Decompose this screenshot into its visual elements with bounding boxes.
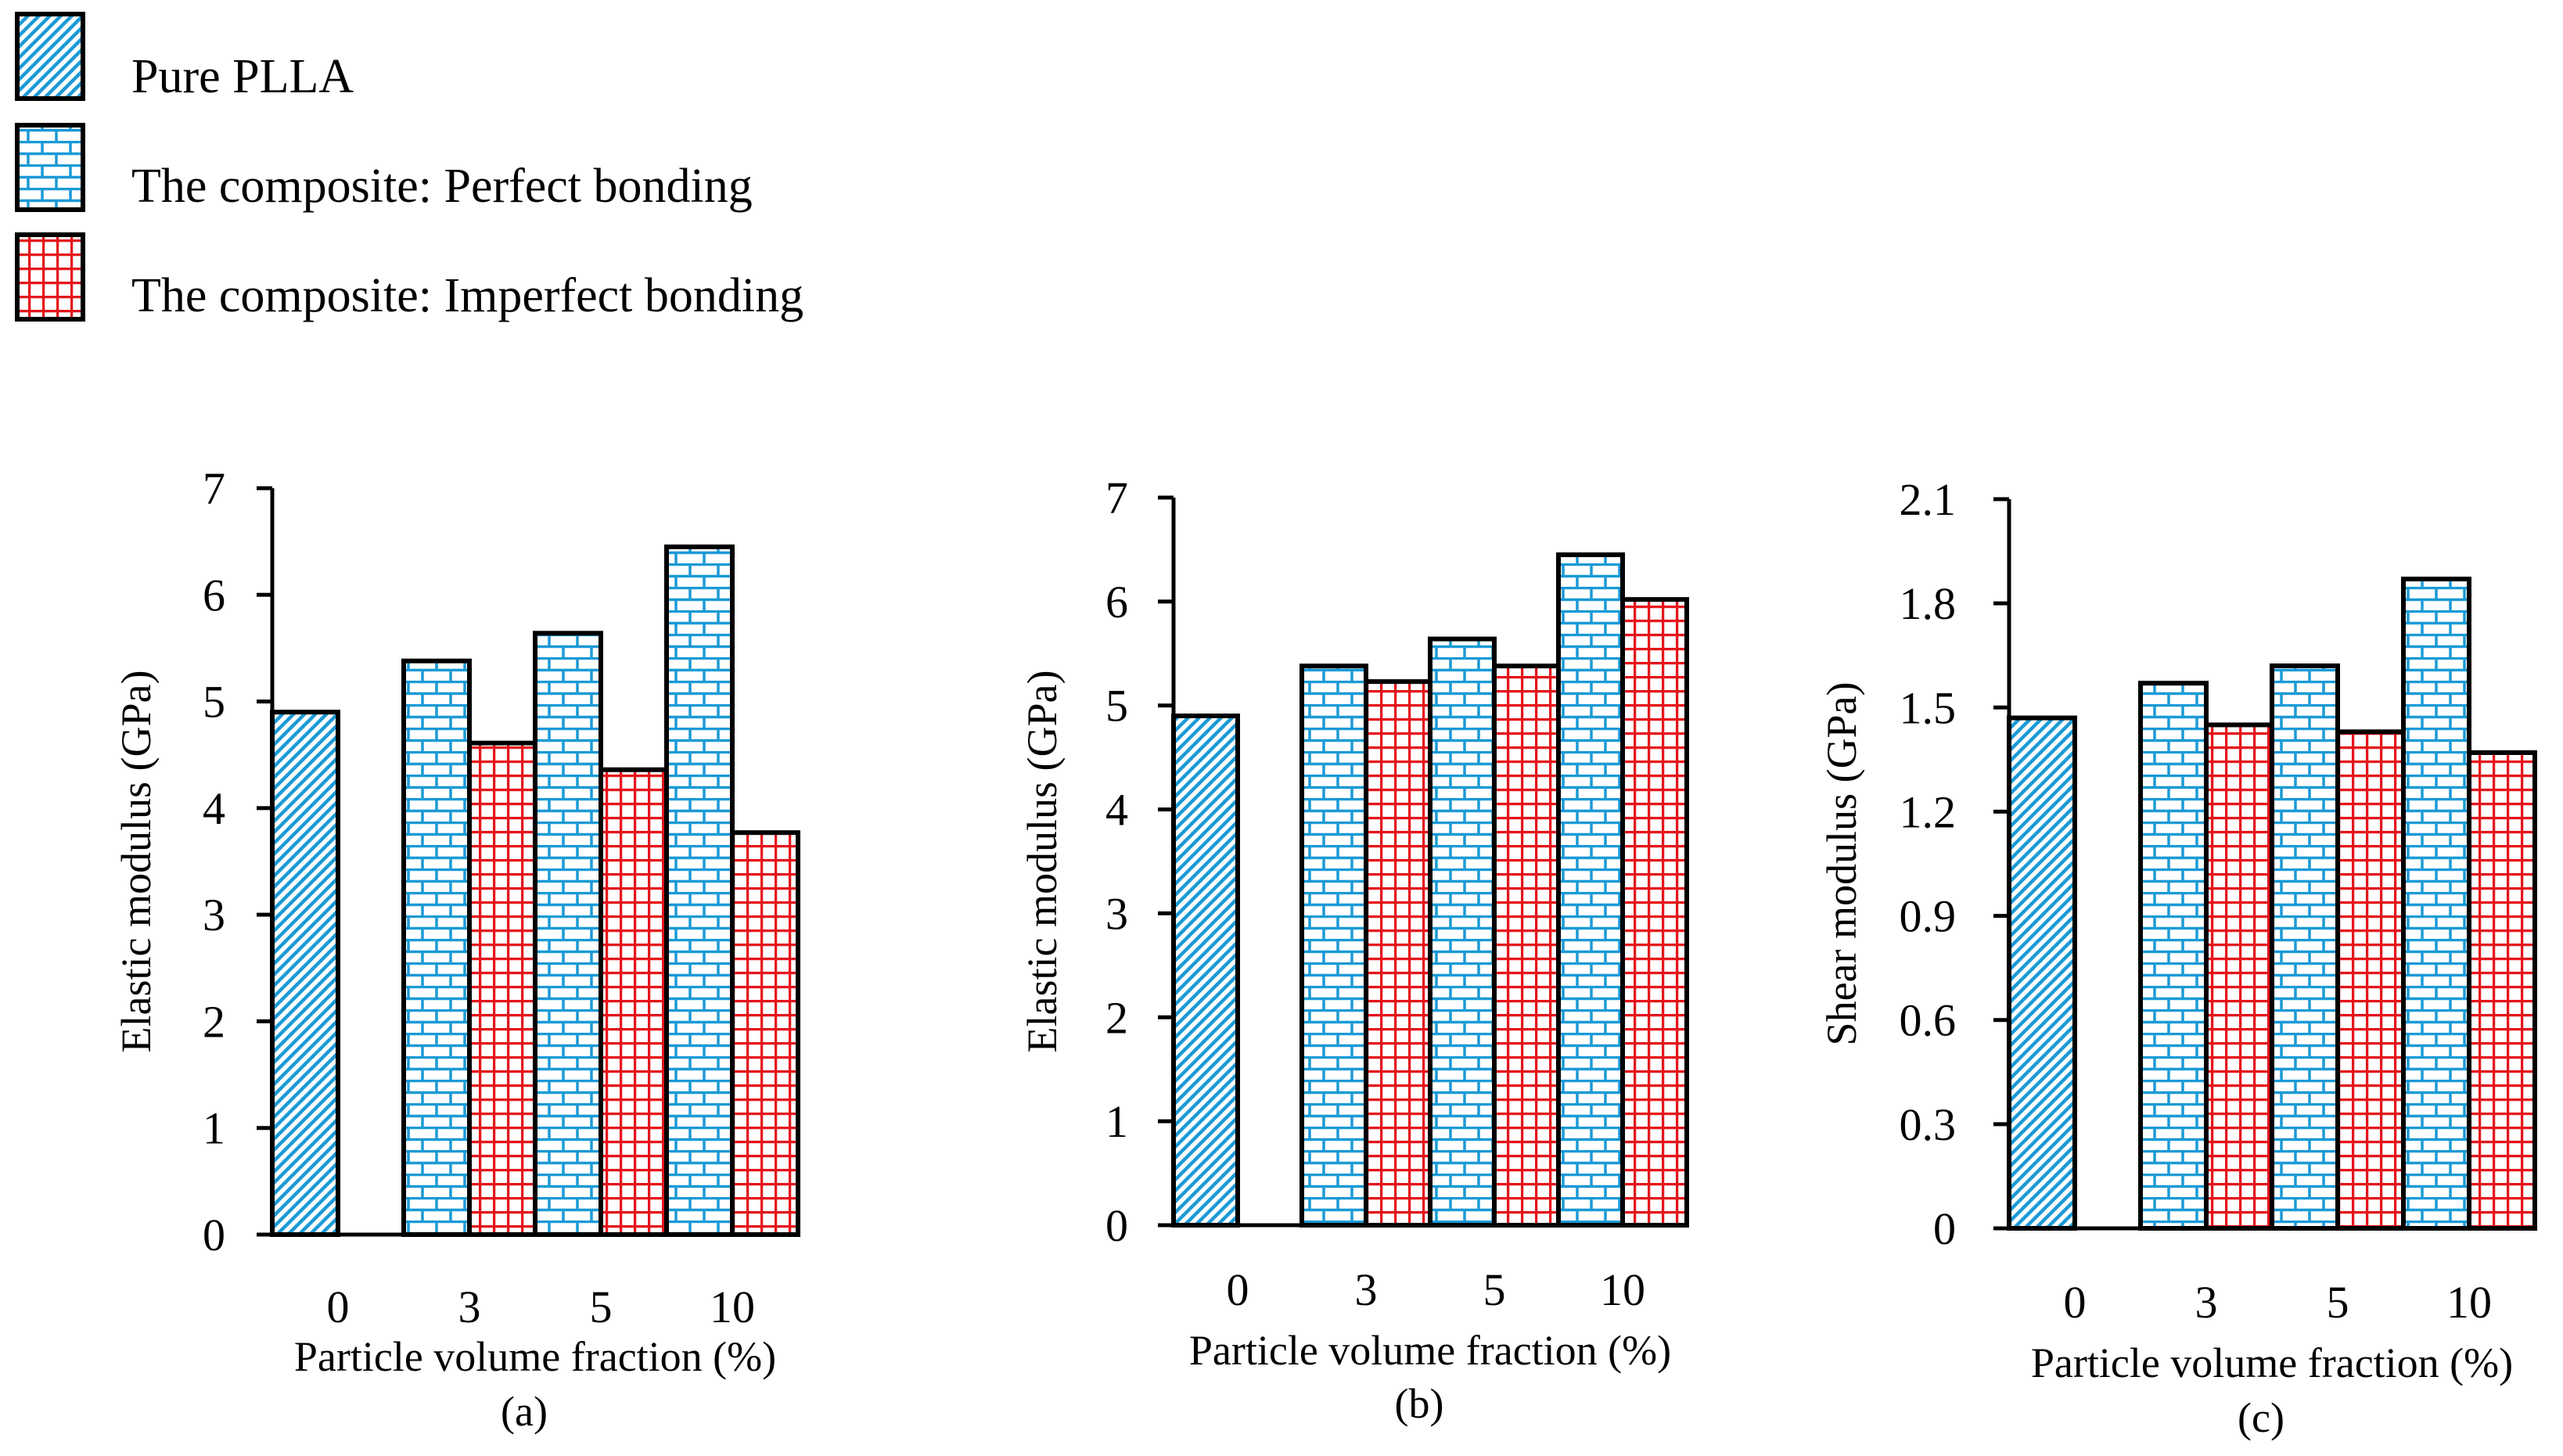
y-tick-label: 1 <box>203 1103 225 1154</box>
y-tick-label: 3 <box>203 890 225 940</box>
y-tick-label: 5 <box>203 677 225 728</box>
y-tick-label: 2 <box>1105 992 1128 1043</box>
x-tick-label: 3 <box>2195 1277 2218 1328</box>
y-tick-label: 4 <box>203 783 225 834</box>
y-tick-label: 5 <box>1105 681 1128 732</box>
y-axis-title: Elastic modulus (GPa) <box>113 670 160 1053</box>
bar-imperfect-bonding-3 <box>2204 722 2274 1231</box>
y-tick-label: 7 <box>1105 473 1128 523</box>
bar-perfect-bonding-10 <box>1556 552 1625 1228</box>
bar-perfect-bonding-5 <box>533 631 603 1237</box>
legend-label: The composite: Perfect bonding <box>131 160 753 213</box>
y-tick-label: 1.2 <box>1900 786 1957 837</box>
bar-perfect-bonding-5 <box>2270 663 2340 1231</box>
y-tick-label: 0 <box>1105 1200 1128 1251</box>
y-tick-label: 6 <box>203 570 225 620</box>
y-axis-title: Elastic modulus (GPa) <box>1019 670 1066 1053</box>
bar-pure-plla-0 <box>270 710 340 1237</box>
x-axis-title: Particle volume fraction (%) <box>294 1333 776 1380</box>
legend-swatch-brick <box>15 123 85 212</box>
y-tick-label: 0 <box>1933 1203 1956 1254</box>
bar-pure-plla-0 <box>1171 714 1240 1228</box>
x-tick-label: 0 <box>1227 1264 1249 1315</box>
bar-imperfect-bonding-3 <box>467 740 537 1237</box>
legend: Pure PLLA The composite: Perfect bonding T… <box>15 12 803 322</box>
y-tick-label: 7 <box>203 463 225 514</box>
x-axis-title: Particle volume fraction (%) <box>1189 1327 1671 1374</box>
panel-label: (b) <box>1395 1380 1444 1427</box>
x-tick-label: 3 <box>458 1282 481 1332</box>
y-tick-label: 0.3 <box>1900 1099 1957 1150</box>
chart-panel-c: 0 0.3 0.6 0.9 1.2 1.5 1.8 2.1 0 3 5 10 Particle volu… <box>1818 474 2537 1441</box>
bar-perfect-bonding-3 <box>401 658 472 1237</box>
x-tick-label: 5 <box>2327 1277 2349 1328</box>
legend-label: Pure PLLA <box>131 50 354 103</box>
y-tick-label: 1.5 <box>1900 682 1957 733</box>
bar-imperfect-bonding-5 <box>1492 663 1561 1228</box>
panel-label: (c) <box>2238 1394 2284 1441</box>
legend-swatch-diag <box>15 12 85 101</box>
y-tick-label: 0.9 <box>1900 891 1957 942</box>
x-tick-label: 10 <box>2446 1277 2492 1328</box>
y-tick-label: 3 <box>1105 888 1128 939</box>
y-tick-label: 0 <box>203 1210 225 1260</box>
bar-perfect-bonding-10 <box>2401 577 2471 1231</box>
y-tick-label: 0.6 <box>1900 995 1957 1046</box>
bar-perfect-bonding-10 <box>664 544 735 1237</box>
legend-label: The composite: Imperfect bonding <box>131 269 803 322</box>
legend-swatch-grid <box>15 232 85 322</box>
bar-perfect-bonding-3 <box>1299 663 1368 1228</box>
x-axis-title: Particle volume fraction (%) <box>2031 1339 2513 1386</box>
bar-imperfect-bonding-10 <box>1620 597 1689 1228</box>
chart-panel-b: 0 1 2 3 4 5 6 7 0 3 5 10 Particle volume fraction (%… <box>1019 473 1689 1427</box>
x-tick-label: 3 <box>1355 1264 1378 1315</box>
bar-pure-plla-0 <box>2007 715 2077 1231</box>
bar-perfect-bonding-3 <box>2138 681 2209 1231</box>
x-tick-label: 5 <box>590 1282 613 1332</box>
y-tick-label: 2.1 <box>1900 474 1957 525</box>
panel-label: (a) <box>501 1388 548 1435</box>
bar-imperfect-bonding-3 <box>1364 679 1432 1228</box>
y-tick-label: 2 <box>203 996 225 1047</box>
y-tick-label: 1.8 <box>1900 578 1957 629</box>
bar-perfect-bonding-5 <box>1428 636 1497 1228</box>
y-tick-label: 1 <box>1105 1096 1128 1147</box>
bar-imperfect-bonding-5 <box>599 767 669 1237</box>
x-tick-label: 5 <box>1483 1264 1506 1315</box>
bar-imperfect-bonding-10 <box>2467 750 2537 1231</box>
y-tick-label: 4 <box>1105 785 1128 836</box>
y-tick-label: 6 <box>1105 577 1128 627</box>
y-axis-title: Shear modulus (GPa) <box>1818 682 1865 1046</box>
bar-imperfect-bonding-10 <box>730 830 800 1237</box>
x-tick-label: 10 <box>710 1282 755 1332</box>
x-tick-label: 10 <box>1600 1264 1645 1315</box>
x-tick-label: 0 <box>2064 1277 2087 1328</box>
bar-imperfect-bonding-5 <box>2335 729 2406 1231</box>
x-tick-label: 0 <box>327 1282 350 1332</box>
